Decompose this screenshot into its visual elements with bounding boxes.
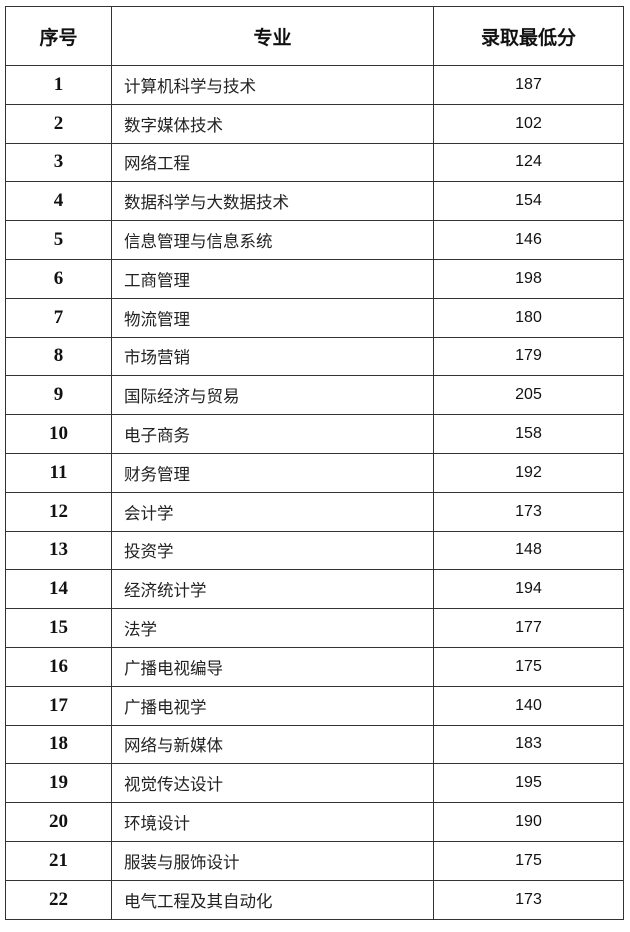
row-index: 22 (5, 879, 112, 920)
row-major: 工商管理 (111, 258, 434, 299)
row-min-score: 102 (433, 103, 624, 144)
row-major: 广播电视编导 (111, 646, 434, 687)
row-min-score: 194 (433, 569, 624, 610)
row-index: 13 (5, 530, 112, 571)
table-header-row: 序号 专业 录取最低分 (5, 6, 624, 66)
row-major: 数据科学与大数据技术 (111, 181, 434, 222)
row-major: 信息管理与信息系统 (111, 220, 434, 260)
row-major: 网络工程 (111, 142, 434, 183)
table-row: 1 计算机科学与技术 187 (5, 65, 624, 105)
row-index: 7 (5, 297, 112, 338)
table-row: 7 物流管理 180 (5, 297, 624, 338)
row-index: 12 (5, 491, 112, 532)
row-major: 物流管理 (111, 297, 434, 338)
row-major: 电子商务 (111, 414, 434, 454)
table-row: 5 信息管理与信息系统 146 (5, 220, 624, 260)
row-major: 网络与新媒体 (111, 724, 434, 765)
table-row: 22 电气工程及其自动化 173 (5, 879, 624, 920)
row-index: 10 (5, 414, 112, 454)
row-min-score: 148 (433, 530, 624, 571)
row-major: 视觉传达设计 (111, 763, 434, 804)
table-row: 3 网络工程 124 (5, 142, 624, 183)
table-row: 11 财务管理 192 (5, 452, 624, 493)
row-index: 6 (5, 258, 112, 299)
row-index: 8 (5, 336, 112, 377)
header-min-score: 录取最低分 (433, 6, 624, 66)
row-major: 会计学 (111, 491, 434, 532)
row-min-score: 195 (433, 763, 624, 804)
table-row: 9 国际经济与贸易 205 (5, 375, 624, 416)
table-row: 13 投资学 148 (5, 530, 624, 571)
row-major: 服装与服饰设计 (111, 840, 434, 881)
row-major: 环境设计 (111, 802, 434, 842)
row-major: 国际经济与贸易 (111, 375, 434, 416)
row-index: 14 (5, 569, 112, 610)
table-row: 19 视觉传达设计 195 (5, 763, 624, 804)
table-row: 12 会计学 173 (5, 491, 624, 532)
row-major: 经济统计学 (111, 569, 434, 610)
table-row: 4 数据科学与大数据技术 154 (5, 181, 624, 222)
row-major: 电气工程及其自动化 (111, 879, 434, 920)
table-row: 15 法学 177 (5, 608, 624, 648)
row-index: 20 (5, 802, 112, 842)
row-min-score: 187 (433, 65, 624, 105)
row-major: 计算机科学与技术 (111, 65, 434, 105)
row-min-score: 173 (433, 879, 624, 920)
header-major: 专业 (111, 6, 434, 66)
admission-scores-table: 序号 专业 录取最低分 1 计算机科学与技术 187 2 数字媒体技术 102 3 网络工程 1… (5, 6, 624, 920)
row-min-score: 179 (433, 336, 624, 377)
row-min-score: 198 (433, 258, 624, 299)
table-row: 10 电子商务 158 (5, 414, 624, 454)
table-row: 17 广播电视学 140 (5, 685, 624, 726)
row-min-score: 158 (433, 414, 624, 454)
table-row: 16 广播电视编导 175 (5, 646, 624, 687)
row-min-score: 192 (433, 452, 624, 493)
row-min-score: 146 (433, 220, 624, 260)
row-index: 5 (5, 220, 112, 260)
row-index: 18 (5, 724, 112, 765)
row-index: 19 (5, 763, 112, 804)
row-major: 数字媒体技术 (111, 103, 434, 144)
row-major: 广播电视学 (111, 685, 434, 726)
row-min-score: 175 (433, 646, 624, 687)
table-row: 14 经济统计学 194 (5, 569, 624, 610)
row-major: 市场营销 (111, 336, 434, 377)
row-min-score: 180 (433, 297, 624, 338)
row-index: 16 (5, 646, 112, 687)
row-min-score: 124 (433, 142, 624, 183)
table-row: 20 环境设计 190 (5, 802, 624, 842)
row-major: 法学 (111, 608, 434, 648)
row-index: 4 (5, 181, 112, 222)
row-index: 17 (5, 685, 112, 726)
row-index: 2 (5, 103, 112, 144)
row-major: 投资学 (111, 530, 434, 571)
row-index: 9 (5, 375, 112, 416)
row-min-score: 173 (433, 491, 624, 532)
table-row: 8 市场营销 179 (5, 336, 624, 377)
header-index: 序号 (5, 6, 112, 66)
row-min-score: 175 (433, 840, 624, 881)
row-index: 3 (5, 142, 112, 183)
table-row: 6 工商管理 198 (5, 258, 624, 299)
row-min-score: 190 (433, 802, 624, 842)
row-index: 15 (5, 608, 112, 648)
row-major: 财务管理 (111, 452, 434, 493)
row-min-score: 177 (433, 608, 624, 648)
row-min-score: 183 (433, 724, 624, 765)
row-index: 11 (5, 452, 112, 493)
row-min-score: 154 (433, 181, 624, 222)
table-row: 2 数字媒体技术 102 (5, 103, 624, 144)
row-min-score: 205 (433, 375, 624, 416)
row-index: 1 (5, 65, 112, 105)
table-row: 18 网络与新媒体 183 (5, 724, 624, 765)
row-index: 21 (5, 840, 112, 881)
row-min-score: 140 (433, 685, 624, 726)
table-row: 21 服装与服饰设计 175 (5, 840, 624, 881)
